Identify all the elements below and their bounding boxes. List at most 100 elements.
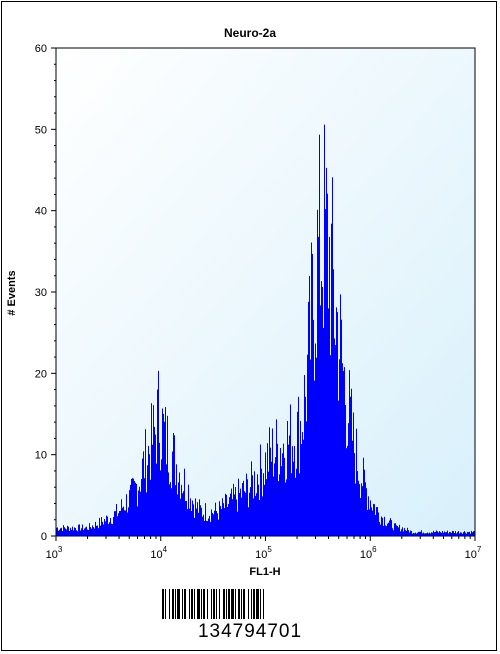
histogram-bar <box>418 531 419 536</box>
histogram-bar <box>473 531 474 536</box>
histogram-bar <box>346 448 347 536</box>
histogram-bar <box>195 498 196 536</box>
histogram-bar <box>284 457 285 536</box>
histogram-bar <box>397 526 398 536</box>
x-tick-label: 105 <box>255 545 272 561</box>
histogram-bar <box>456 533 457 536</box>
histogram-bar <box>216 511 217 536</box>
histogram-bar <box>141 479 142 536</box>
histogram-bar <box>160 470 161 536</box>
histogram-bar <box>154 426 155 536</box>
histogram-bar <box>433 530 434 536</box>
histogram-bar <box>261 468 262 536</box>
histogram-bar <box>196 508 197 536</box>
histogram-bar <box>169 484 170 536</box>
histogram-bar <box>347 445 348 536</box>
histogram-bar <box>353 412 354 536</box>
histogram-bar <box>67 525 68 536</box>
histogram-bar <box>339 359 340 536</box>
histogram-bar <box>189 508 190 536</box>
histogram-bar <box>183 491 184 536</box>
histogram-bar <box>414 533 415 536</box>
histogram-bar <box>222 498 223 536</box>
histogram-bar <box>123 506 124 536</box>
histogram-bar <box>65 528 66 536</box>
histogram-bar <box>448 533 449 536</box>
histogram-bar <box>434 532 435 536</box>
histogram-bar <box>287 421 288 536</box>
barcode-bar <box>243 589 245 619</box>
histogram-bar <box>81 528 82 536</box>
histogram-bar <box>115 511 116 536</box>
histogram-bar <box>100 525 101 536</box>
histogram-bar <box>424 533 425 536</box>
histogram-bar <box>319 134 320 536</box>
histogram-bar <box>350 396 351 536</box>
histogram-bar <box>279 474 280 536</box>
histogram-bar <box>313 319 314 536</box>
histogram-bar <box>283 443 284 536</box>
histogram-bar <box>203 514 204 536</box>
histogram-bar <box>388 522 389 536</box>
histogram-bar <box>374 504 375 536</box>
histogram-bar <box>445 532 446 536</box>
histogram-bar <box>149 454 150 536</box>
histogram-bar <box>454 533 455 536</box>
histogram-bar <box>419 531 420 536</box>
histogram-bar <box>372 510 373 536</box>
histogram-bar <box>286 479 287 536</box>
chart-title: Neuro-2a <box>223 26 276 40</box>
x-tick-label: 103 <box>46 545 63 561</box>
histogram-bar <box>59 529 60 536</box>
histogram-bar <box>90 527 91 536</box>
histogram-bar <box>121 499 122 536</box>
histogram-bar <box>116 504 117 536</box>
histogram-bar <box>356 428 357 536</box>
barcode-bar <box>211 589 212 619</box>
barcode-bar <box>175 589 176 619</box>
histogram-bar <box>296 468 297 536</box>
histogram-bar <box>410 530 411 536</box>
histogram-bar <box>131 478 132 536</box>
histogram-bar <box>238 478 239 536</box>
histogram-bar <box>409 532 410 536</box>
x-tick-label: 104 <box>150 545 167 561</box>
histogram-bar <box>259 500 260 536</box>
histogram-bar <box>470 533 471 536</box>
histogram-bar <box>271 461 272 536</box>
histogram-bar <box>94 528 95 536</box>
histogram-bar <box>224 508 225 536</box>
histogram-bar <box>253 498 254 536</box>
barcode-bar <box>228 589 230 619</box>
histogram-bar <box>234 494 235 536</box>
histogram-bar <box>197 502 198 536</box>
histogram-bar <box>299 473 300 536</box>
histogram-bar <box>230 493 231 536</box>
histogram-bar <box>278 481 279 536</box>
histogram-bar <box>133 478 134 536</box>
histogram-bar <box>75 528 76 536</box>
histogram-bar <box>171 488 172 536</box>
histogram-bar <box>458 531 459 536</box>
histogram-bar <box>375 514 376 536</box>
histogram-bar <box>439 531 440 536</box>
histogram-bar <box>310 359 311 536</box>
y-tick-label: 30 <box>35 287 47 299</box>
histogram-bar <box>377 507 378 536</box>
histogram-bar <box>364 469 365 536</box>
histogram-bar <box>400 531 401 536</box>
histogram-bar <box>206 520 207 536</box>
histogram-bar <box>427 532 428 536</box>
histogram-bar <box>275 457 276 536</box>
histogram-bar <box>138 490 139 536</box>
y-tick-label: 10 <box>35 450 47 462</box>
histogram-bar <box>69 531 70 536</box>
x-axis-ticks: 103 104 105 106 107 <box>46 536 482 561</box>
histogram-bar <box>108 524 109 536</box>
histogram-bar <box>237 511 238 536</box>
histogram-bar <box>301 444 302 536</box>
barcode-bar <box>184 589 186 619</box>
histogram-bar <box>365 482 366 536</box>
histogram-bar <box>416 533 417 536</box>
histogram-bar <box>415 532 416 536</box>
